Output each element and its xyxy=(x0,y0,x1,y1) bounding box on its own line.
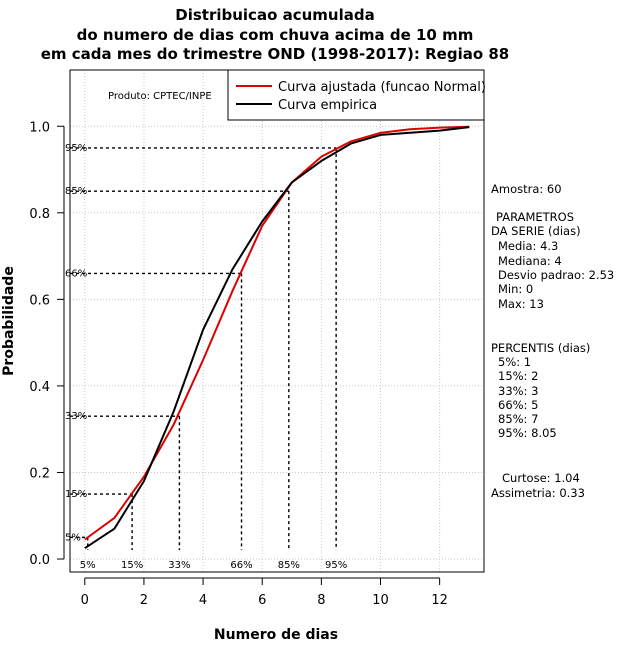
percentiles-title: PERCENTIS (dias) xyxy=(491,341,590,355)
percentile-5: 5%: 1 xyxy=(498,355,531,369)
legend-box xyxy=(227,69,485,121)
y-tick-label: 1.0 xyxy=(29,120,50,135)
param-mean: Media: 4.3 xyxy=(498,239,558,253)
skewness: Assimetria: 0.33 xyxy=(491,486,585,500)
percentile-y-label: 33% xyxy=(65,411,87,422)
percentile-x-label: 33% xyxy=(168,560,190,571)
series-line-fitted-normal xyxy=(84,125,470,541)
credit-text: Produto: CPTEC/INPE xyxy=(108,91,212,102)
percentile-y-label: 85% xyxy=(65,186,87,197)
percentile-85: 85%: 7 xyxy=(498,412,538,426)
grid xyxy=(70,70,484,572)
legend-label-fitted: Curva ajustada (funcao Normal) xyxy=(278,80,486,95)
x-tick-label: 10 xyxy=(372,593,389,608)
y-tick-label: 0.4 xyxy=(29,380,50,395)
param-std: Desvio padrao: 2.53 xyxy=(498,268,614,282)
percentile-95: 95%: 8.05 xyxy=(498,426,557,440)
parameters-title: PARAMETROS xyxy=(496,210,574,224)
chart-title-line-2: do numero de dias com chuva acima de 10 … xyxy=(77,26,474,44)
axes: 0 2 4 6 8 10 12 0.0 0.2 0.4 0.6 0.8 1.0 xyxy=(29,120,448,608)
series-line-empirical xyxy=(84,126,470,550)
x-tick-label: 12 xyxy=(431,593,448,608)
kurtosis: Curtose: 1.04 xyxy=(502,471,580,485)
x-axis-title: Numero de dias xyxy=(214,627,338,643)
x-tick-label: 6 xyxy=(258,593,266,608)
chart-title-line-3: em cada mes do trimestre OND (1998-2017)… xyxy=(41,45,510,63)
percentile-y-label: 95% xyxy=(65,143,87,154)
param-min: Min: 0 xyxy=(498,282,533,296)
percentile-y-label: 66% xyxy=(65,268,87,279)
percentile-33: 33%: 3 xyxy=(498,384,538,398)
param-max: Max: 13 xyxy=(498,297,544,311)
legend: Curva ajustada (funcao Normal) Curva emp… xyxy=(227,69,486,121)
y-tick-label: 0.6 xyxy=(29,293,50,308)
param-median: Mediana: 4 xyxy=(498,254,562,268)
percentile-x-label: 85% xyxy=(278,560,300,571)
chart-title-line-1: Distribuicao acumulada xyxy=(175,6,374,24)
x-tick-label: 2 xyxy=(140,593,148,608)
statistics-panel: Amostra: 60 PARAMETROS DA SERIE (dias) M… xyxy=(491,182,614,500)
percentile-66: 66%: 5 xyxy=(498,398,538,412)
y-tick-label: 0.2 xyxy=(29,466,50,481)
percentile-x-label: 66% xyxy=(230,560,252,571)
percentile-x-label: 15% xyxy=(121,560,143,571)
y-tick-label: 0.8 xyxy=(29,207,50,222)
percentile-15: 15%: 2 xyxy=(498,369,538,383)
x-tick-label: 8 xyxy=(317,593,325,608)
y-tick-label: 0.0 xyxy=(29,553,50,568)
x-tick-label: 4 xyxy=(199,593,207,608)
percentile-y-label: 15% xyxy=(65,489,87,500)
percentile-x-label: 5% xyxy=(80,560,96,571)
y-axis-title: Probabilidade xyxy=(1,266,17,376)
percentile-reference-lines xyxy=(70,147,337,550)
legend-label-empirical: Curva empirica xyxy=(278,98,377,113)
percentile-x-label: 95% xyxy=(325,560,347,571)
percentile-y-label: 5% xyxy=(65,532,81,543)
parameters-subtitle: DA SERIE (dias) xyxy=(491,224,581,238)
sample-size: Amostra: 60 xyxy=(491,182,562,196)
x-tick-label: 0 xyxy=(81,593,89,608)
percentile-marker-labels: 5% 5% 15% 15% 33% 33% 66% 66% 85% 85% 95% 95% xyxy=(65,143,347,571)
data-series xyxy=(84,125,470,550)
